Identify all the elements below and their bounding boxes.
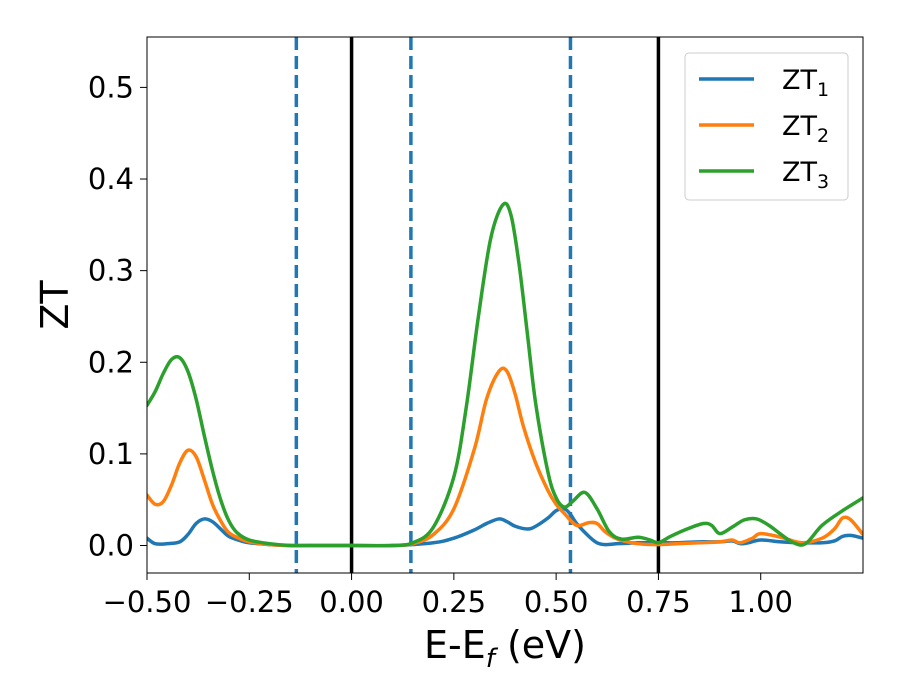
x-tick-label: 0.75 — [626, 585, 691, 619]
series-line-zt1 — [147, 506, 863, 548]
legend-label-zt1: ZT1 — [782, 65, 829, 101]
x-tick-label: 0.50 — [524, 585, 589, 619]
y-tick-label: 0.5 — [88, 70, 134, 104]
x-tick-label: 0.25 — [422, 585, 487, 619]
series-line-zt2 — [147, 366, 863, 548]
y-tick-label: 0.1 — [88, 437, 134, 471]
y-tick-label: 0.4 — [88, 162, 134, 196]
y-tick-label: 0.2 — [88, 345, 134, 379]
x-axis-label: E-Ef (eV) — [424, 623, 586, 674]
x-tick-label: −0.50 — [103, 585, 192, 619]
y-axis-ticks: 0.0 0.1 0.2 0.3 0.4 0.5 — [88, 70, 147, 563]
legend-box — [684, 52, 849, 201]
legend: ZT1 ZT2 ZT3 — [684, 52, 849, 201]
x-tick-label: −0.25 — [205, 585, 294, 619]
y-axis-label: ZT — [33, 280, 77, 330]
series-lines — [147, 201, 863, 548]
x-tick-label: 0.00 — [319, 585, 384, 619]
x-axis-ticks: −0.50 −0.25 0.00 0.25 0.50 0.75 1.00 — [103, 573, 793, 619]
y-tick-label: 0.0 — [88, 529, 134, 563]
legend-label-zt2: ZT2 — [782, 111, 829, 147]
reference-lines — [294, 37, 661, 573]
x-tick-label: 1.00 — [728, 585, 793, 619]
series-line-zt3 — [147, 201, 863, 548]
legend-label-zt3: ZT3 — [782, 157, 829, 193]
plot-frame — [146, 36, 864, 574]
y-tick-label: 0.3 — [88, 254, 134, 288]
